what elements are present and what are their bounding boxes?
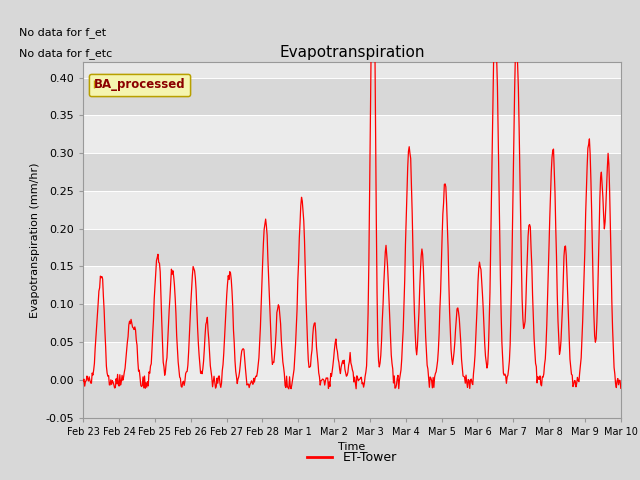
Y-axis label: Evapotranspiration (mm/hr): Evapotranspiration (mm/hr) [30,162,40,318]
Bar [83,77,621,115]
Text: No data for f_et: No data for f_et [19,27,106,38]
X-axis label: Time: Time [339,442,365,452]
Bar [83,228,621,266]
Bar [83,304,621,342]
Bar [83,380,621,418]
Bar [83,191,621,228]
Legend: ET-Tower: ET-Tower [302,446,402,469]
Legend: BA_processed: BA_processed [89,73,190,96]
Text: No data for f_etc: No data for f_etc [19,48,112,59]
Bar [83,153,621,191]
Bar [83,342,621,380]
Bar [83,115,621,153]
Title: Evapotranspiration: Evapotranspiration [279,45,425,60]
Bar [83,266,621,304]
